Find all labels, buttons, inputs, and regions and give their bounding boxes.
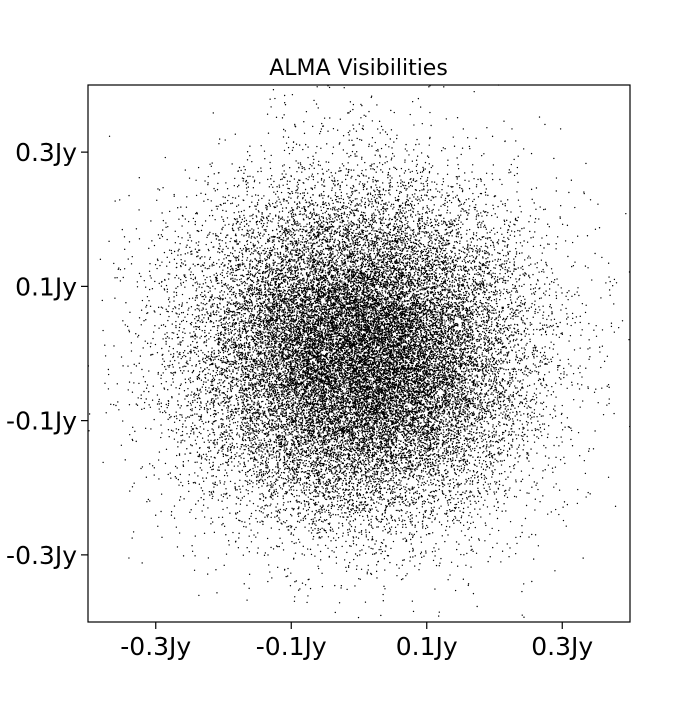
data-points — [87, 84, 631, 619]
y-tick-label: 0.1Jy — [15, 272, 77, 301]
plot-frame — [87, 84, 631, 623]
y-axis: 0.3Jy 0.1Jy -0.1Jy -0.3Jy — [6, 138, 88, 570]
y-tick-label: 0.3Jy — [15, 138, 77, 167]
chart-title: ALMA Visibilities — [269, 56, 448, 81]
x-tick-label: 0.3Jy — [531, 632, 593, 661]
x-tick-label: -0.3Jy — [120, 632, 191, 661]
y-tick-label: -0.3Jy — [6, 541, 77, 570]
x-tick-label: 0.1Jy — [396, 632, 458, 661]
x-tick-label: -0.1Jy — [256, 632, 327, 661]
x-axis: -0.3Jy -0.1Jy 0.1Jy 0.3Jy — [120, 622, 593, 661]
y-tick-label: -0.1Jy — [6, 407, 77, 436]
scatter-points — [87, 84, 631, 619]
